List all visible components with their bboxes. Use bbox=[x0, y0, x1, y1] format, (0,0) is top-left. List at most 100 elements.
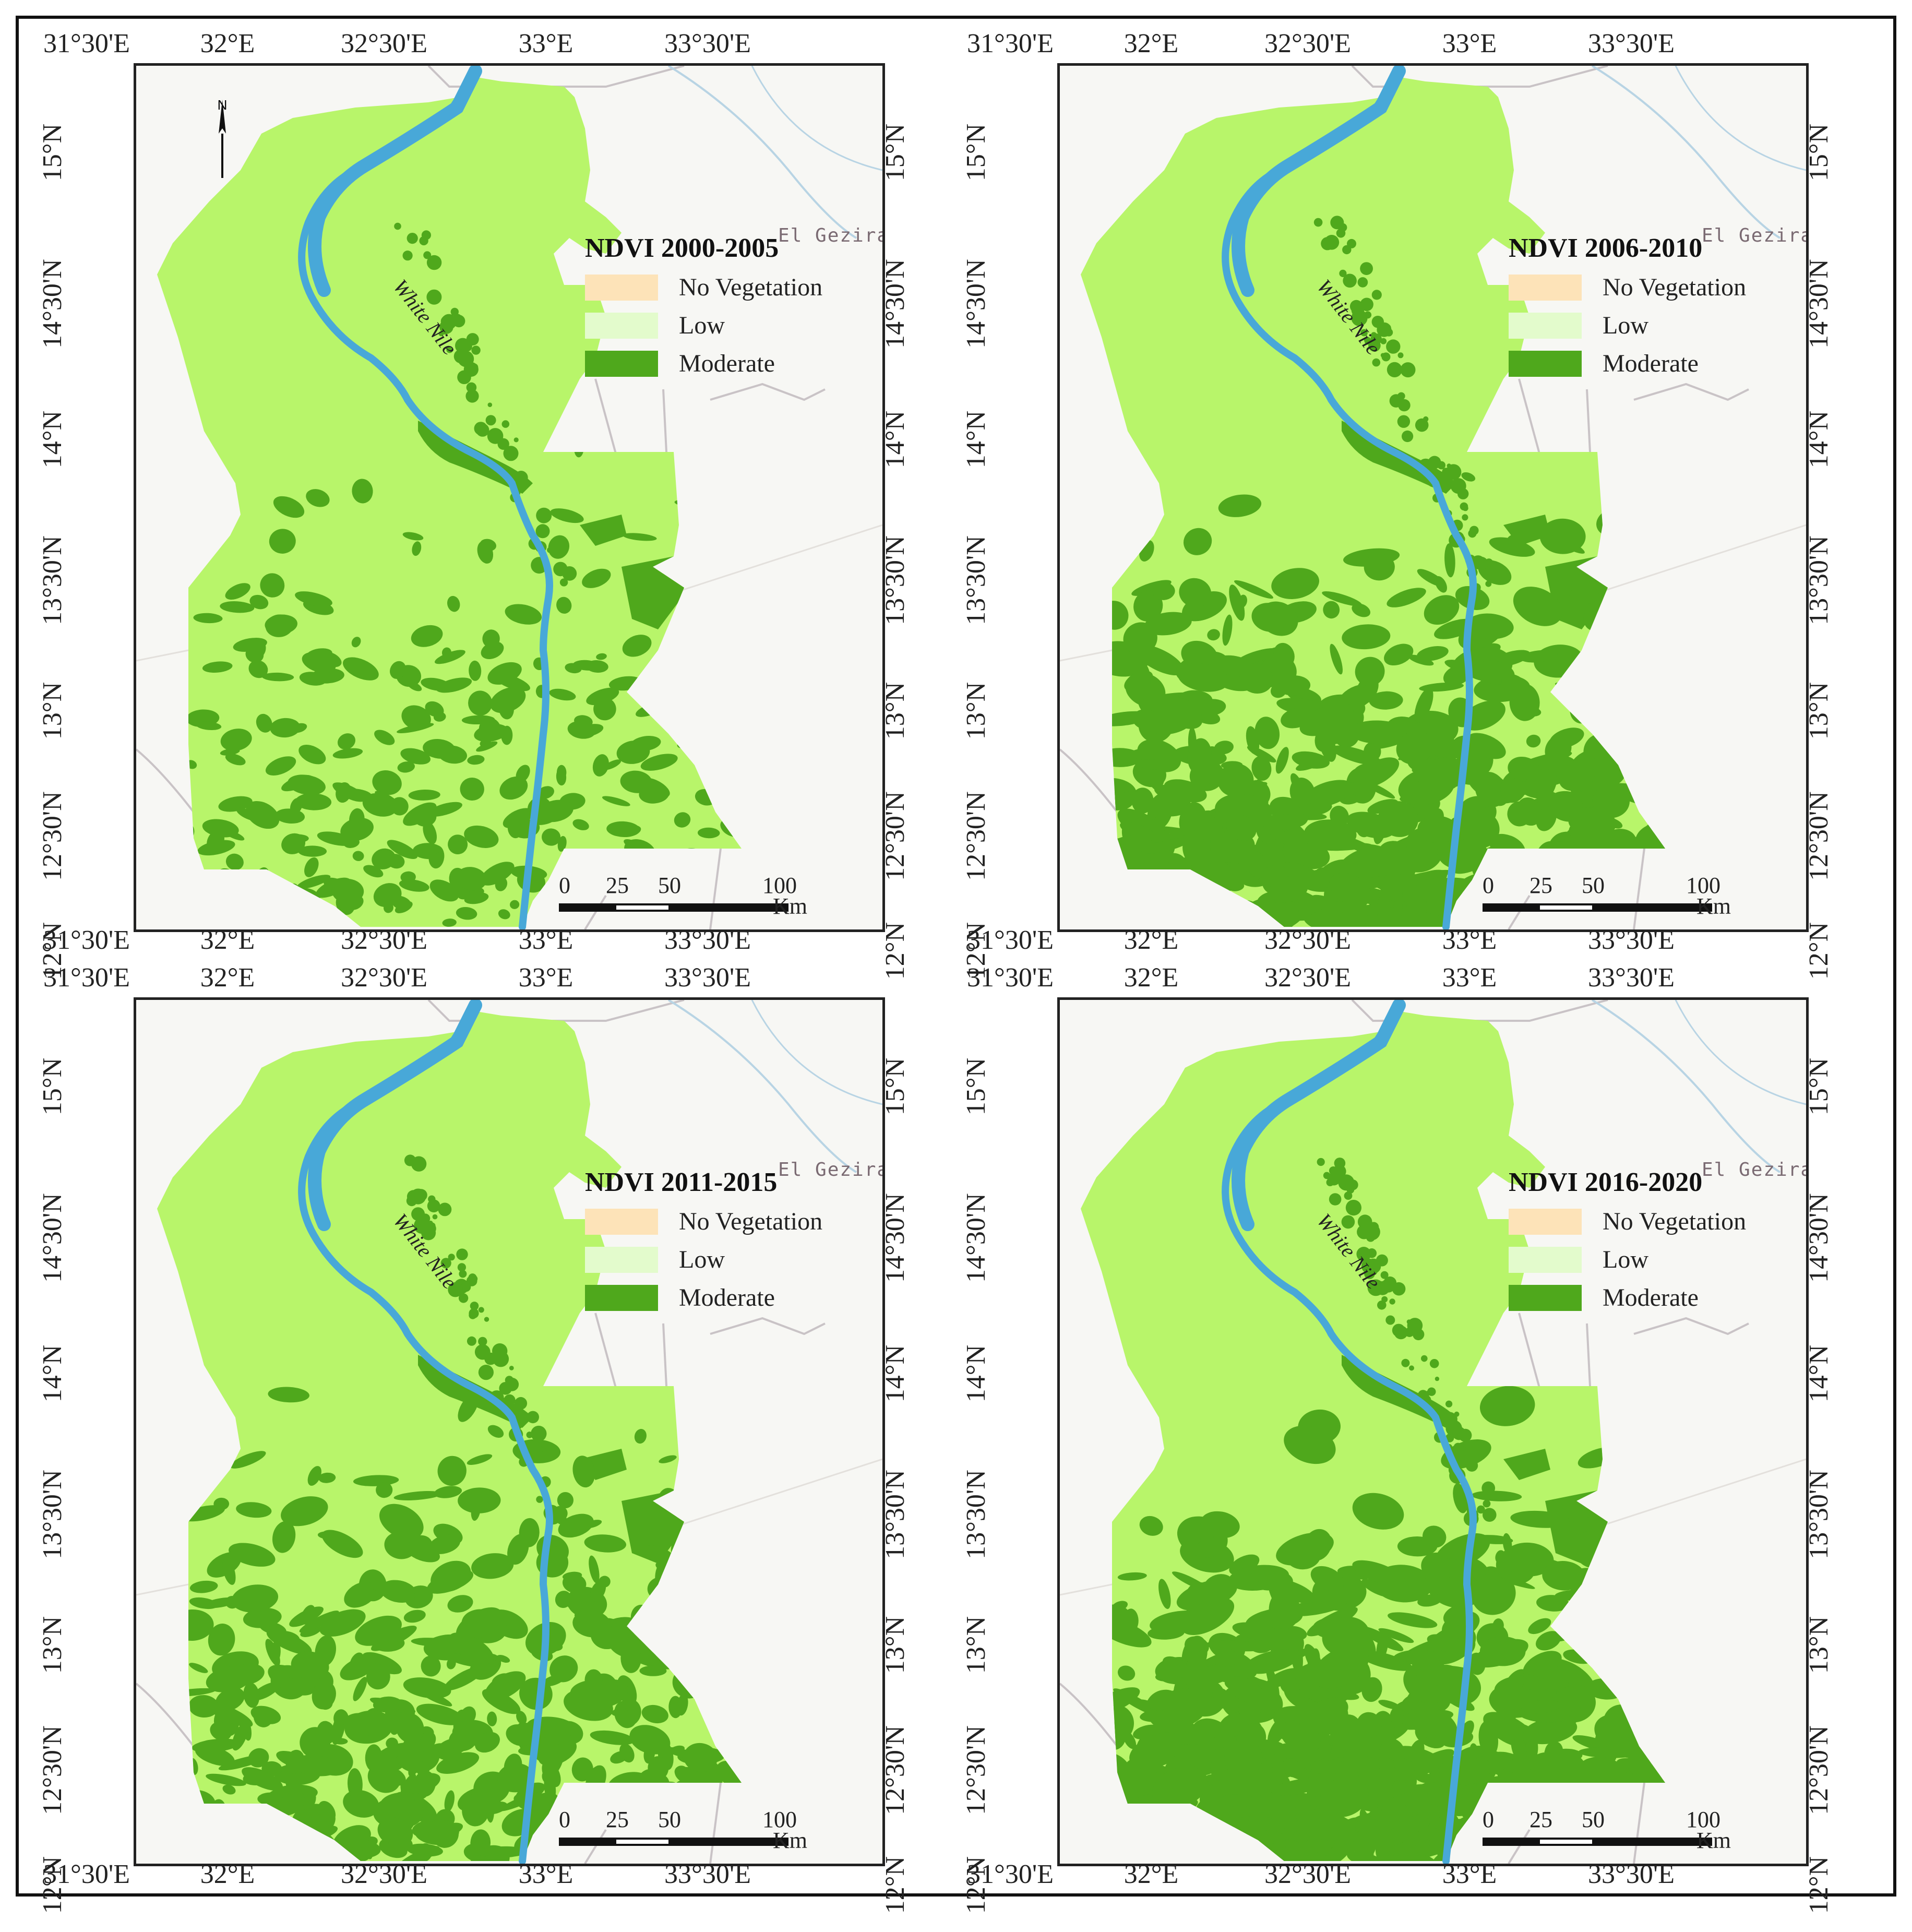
longitude-label-top: 32°E bbox=[200, 29, 255, 58]
latitude-label-left: 12°N bbox=[961, 1856, 991, 1914]
white-nile-river-wide bbox=[308, 1000, 482, 1231]
legend-label: Moderate bbox=[1603, 1284, 1699, 1311]
scale-tick-label: 50 bbox=[658, 873, 681, 898]
place-label-el-gezira: El Gezira bbox=[778, 225, 885, 246]
scale-tick-label: 100 bbox=[1686, 873, 1720, 898]
legend-row: Low bbox=[1509, 1245, 1746, 1274]
scale-bar-graphic bbox=[559, 1838, 788, 1846]
scale-tick-label: 0 bbox=[559, 1807, 570, 1832]
longitude-label-top: 31°30'E bbox=[967, 29, 1054, 58]
latitude-label-left: 13°N bbox=[38, 682, 67, 740]
latitude-label-left: 15°N bbox=[961, 123, 991, 182]
latitude-label-right: 14°30'N bbox=[880, 1193, 910, 1283]
latitude-label-left: 13°30'N bbox=[38, 535, 67, 625]
legend-row: Moderate bbox=[585, 1283, 822, 1312]
longitude-label-top: 33°30'E bbox=[1588, 963, 1675, 993]
place-label-el-gezira: El Gezira bbox=[778, 1159, 885, 1180]
legend-row: Moderate bbox=[585, 349, 822, 378]
scale-tick-label: 25 bbox=[606, 1807, 629, 1832]
latitude-label-right: 13°N bbox=[880, 1616, 910, 1674]
scale-tick-label: 50 bbox=[1582, 873, 1605, 898]
legend-label: No Vegetation bbox=[679, 273, 823, 301]
legend-swatch bbox=[585, 312, 658, 339]
latitude-label-left: 14°30'N bbox=[38, 259, 67, 349]
map-panel-2000-2005: 31°30'E 32°E 32°30'E 33°E 33°30'E 31°30'E 32°E… bbox=[19, 19, 958, 980]
latitude-label-left: 13°30'N bbox=[961, 535, 991, 625]
scale-tick-label: 25 bbox=[1529, 1807, 1552, 1832]
latitude-label-right: 13°N bbox=[1804, 1616, 1834, 1674]
legend-label: Low bbox=[1603, 312, 1648, 339]
legend-row: Moderate bbox=[1509, 1283, 1746, 1312]
longitude-label-bottom: 31°30'E bbox=[43, 1859, 130, 1889]
legend-title: NDVI 2016-2020 bbox=[1509, 1167, 1703, 1197]
legend-label: Moderate bbox=[679, 350, 775, 377]
latitude-label-right: 13°30'N bbox=[880, 535, 910, 625]
latitude-label-left: 13°30'N bbox=[38, 1470, 67, 1559]
legend: NDVI 2006-2010 No Vegetation Low Moderate bbox=[1509, 233, 1746, 378]
latitude-label-right: 14°30'N bbox=[880, 259, 910, 349]
latitude-label-right: 15°N bbox=[1804, 1057, 1834, 1116]
map-panel-2016-2020: 31°30'E 32°E 32°30'E 33°E 33°30'E 31°30'E 32°E… bbox=[942, 953, 1882, 1914]
legend-label: Moderate bbox=[1603, 350, 1699, 377]
scale-unit: Km bbox=[1696, 1828, 1731, 1853]
latitude-label-right: 12°30'N bbox=[880, 1725, 910, 1815]
latitude-label-left: 13°N bbox=[38, 1616, 67, 1674]
latitude-label-left: 13°30'N bbox=[961, 1470, 991, 1559]
moderate-vegetation-patches bbox=[1086, 1158, 1665, 1861]
longitude-label-top: 32°30'E bbox=[341, 963, 427, 993]
north-arrow: N bbox=[214, 97, 230, 178]
scale-unit: Km bbox=[1696, 893, 1731, 919]
ndvi-map-svg bbox=[136, 1000, 882, 1864]
legend-label: Moderate bbox=[679, 1284, 775, 1311]
legend-swatch bbox=[585, 1208, 658, 1235]
map-frame: White Nile El Gezira NDVI 2016-2020 No Vege… bbox=[1057, 997, 1809, 1866]
legend-swatch bbox=[585, 274, 658, 301]
longitude-label-top: 33°30'E bbox=[664, 963, 751, 993]
scale-bar: 0 25 50 100 Km bbox=[1483, 872, 1743, 929]
latitude-label-left: 14°30'N bbox=[38, 1193, 67, 1283]
legend-label: Low bbox=[679, 312, 725, 339]
figure-frame: 31°30'E 32°E 32°30'E 33°E 33°30'E 31°30'E 32°E… bbox=[16, 16, 1896, 1914]
longitude-label-top: 32°30'E bbox=[341, 29, 427, 58]
longitude-label-bottom: 31°30'E bbox=[967, 1859, 1054, 1889]
latitude-label-left: 13°N bbox=[961, 1616, 991, 1674]
longitude-label-top: 31°30'E bbox=[43, 29, 130, 58]
longitude-label-top: 32°E bbox=[200, 963, 255, 993]
longitude-label-top: 31°30'E bbox=[967, 963, 1054, 993]
latitude-label-right: 14°N bbox=[880, 410, 910, 469]
latitude-label-left: 14°30'N bbox=[961, 1193, 991, 1283]
latitude-label-right: 15°N bbox=[880, 1057, 910, 1116]
scale-bar-graphic bbox=[559, 903, 788, 912]
legend-swatch bbox=[1509, 312, 1582, 339]
legend-row: No Vegetation bbox=[1509, 273, 1746, 302]
legend-swatch bbox=[1509, 1246, 1582, 1273]
legend-label: No Vegetation bbox=[1603, 273, 1747, 301]
longitude-label-top: 32°E bbox=[1124, 29, 1179, 58]
legend: NDVI 2000-2005 No Vegetation Low Moderate bbox=[585, 233, 822, 378]
scale-tick-label: 0 bbox=[1483, 873, 1494, 898]
longitude-label-bottom: 31°30'E bbox=[967, 925, 1054, 955]
scale-bar: 0 25 50 100 Km bbox=[1483, 1806, 1743, 1864]
legend-row: No Vegetation bbox=[1509, 1207, 1746, 1236]
longitude-label-top: 33°E bbox=[1442, 963, 1497, 993]
legend-swatch bbox=[1509, 274, 1582, 301]
latitude-label-right: 14°N bbox=[1804, 410, 1834, 469]
latitude-label-right: 12°N bbox=[880, 1856, 910, 1914]
latitude-label-right: 15°N bbox=[880, 123, 910, 182]
legend-row: No Vegetation bbox=[585, 273, 822, 302]
latitude-label-right: 15°N bbox=[1804, 123, 1834, 182]
latitude-label-left: 15°N bbox=[38, 1057, 67, 1116]
white-nile-river-wide bbox=[308, 66, 482, 297]
north-arrow-icon bbox=[219, 100, 226, 178]
legend-row: No Vegetation bbox=[585, 1207, 822, 1236]
latitude-label-left: 12°30'N bbox=[961, 1725, 991, 1815]
longitude-label-top: 32°30'E bbox=[1264, 963, 1351, 993]
scale-bar-graphic bbox=[1483, 1838, 1712, 1846]
latitude-label-right: 13°N bbox=[1804, 682, 1834, 740]
ndvi-map-svg bbox=[1060, 1000, 1806, 1864]
latitude-label-left: 14°N bbox=[961, 410, 991, 469]
longitude-label-top: 33°E bbox=[518, 963, 573, 993]
longitude-label-top: 32°30'E bbox=[1264, 29, 1351, 58]
place-label-el-gezira: El Gezira bbox=[1702, 1159, 1809, 1180]
